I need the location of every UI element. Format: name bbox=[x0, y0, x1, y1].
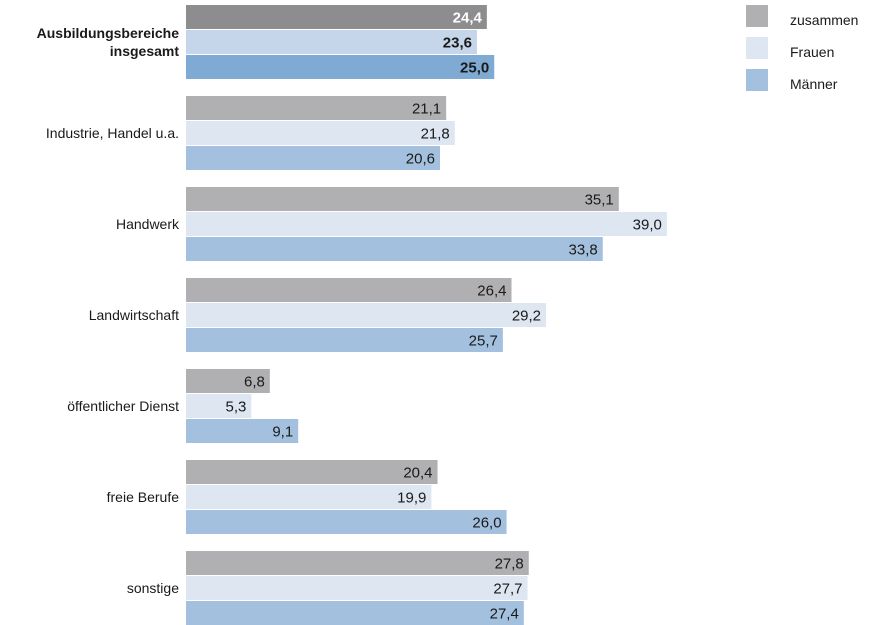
legend-label-maenner: Männer bbox=[790, 76, 838, 92]
bar-landwirtschaft-maenner bbox=[186, 328, 503, 352]
category-label-landwirtschaft: Landwirtschaft bbox=[89, 307, 179, 323]
value-label-oeffentlicher-dienst-maenner: 9,1 bbox=[272, 424, 293, 441]
category-label-ausbildungsbereiche-insgesamt-line-1: Ausbildungsbereiche bbox=[37, 25, 180, 41]
value-label-sonstige-frauen: 27,7 bbox=[493, 581, 522, 598]
value-label-landwirtschaft-maenner: 25,7 bbox=[469, 333, 498, 350]
value-label-freie-berufe-zusammen: 20,4 bbox=[403, 465, 432, 482]
category-labels: Ausbildungsbereiche insgesamt Industrie, H… bbox=[37, 25, 180, 596]
bar-handwerk-zusammen bbox=[186, 187, 619, 211]
bar-ausbildungsbereiche-insgesamt-maenner bbox=[186, 55, 495, 79]
value-label-industrie-handel-u-a-frauen: 21,8 bbox=[421, 126, 450, 143]
value-label-handwerk-frauen: 39,0 bbox=[633, 217, 662, 234]
value-label-landwirtschaft-zusammen: 26,4 bbox=[477, 283, 506, 300]
category-label-oeffentlicher-dienst: öffentlicher Dienst bbox=[67, 398, 179, 414]
bar-oeffentlicher-dienst-zusammen bbox=[186, 369, 270, 393]
bar-landwirtschaft-zusammen bbox=[186, 278, 512, 302]
bar-freie-berufe-frauen bbox=[186, 485, 432, 509]
bar-ausbildungsbereiche-insgesamt-zusammen bbox=[186, 5, 487, 29]
value-label-landwirtschaft-frauen: 29,2 bbox=[512, 308, 541, 325]
value-label-oeffentlicher-dienst-zusammen: 6,8 bbox=[244, 374, 265, 391]
value-label-sonstige-maenner: 27,4 bbox=[490, 606, 519, 623]
legend-label-frauen: Frauen bbox=[790, 44, 834, 60]
value-label-ausbildungsbereiche-insgesamt-maenner: 25,0 bbox=[460, 60, 489, 77]
value-label-freie-berufe-frauen: 19,9 bbox=[397, 490, 426, 507]
value-label-industrie-handel-u-a-zusammen: 21,1 bbox=[412, 101, 441, 118]
value-label-handwerk-zusammen: 35,1 bbox=[585, 192, 614, 209]
category-label-freie-berufe: freie Berufe bbox=[107, 489, 180, 505]
bar-sonstige-zusammen bbox=[186, 551, 529, 575]
value-label-freie-berufe-maenner: 26,0 bbox=[472, 515, 501, 532]
value-label-industrie-handel-u-a-maenner: 20,6 bbox=[406, 151, 435, 168]
bar-industrie-handel-u-a-maenner bbox=[186, 146, 440, 170]
bar-industrie-handel-u-a-frauen bbox=[186, 121, 455, 145]
bar-sonstige-frauen bbox=[186, 576, 528, 600]
bar-freie-berufe-zusammen bbox=[186, 460, 438, 484]
category-label-ausbildungsbereiche-insgesamt-line-2: insgesamt bbox=[110, 43, 180, 59]
category-label-handwerk: Handwerk bbox=[116, 216, 180, 232]
legend-label-zusammen: zusammen bbox=[790, 12, 858, 28]
bar-oeffentlicher-dienst-maenner bbox=[186, 419, 299, 443]
category-label-sonstige: sonstige bbox=[127, 580, 179, 596]
bar-sonstige-maenner bbox=[186, 601, 524, 625]
legend: zusammen Frauen Männer bbox=[746, 5, 858, 92]
bar-ausbildungsbereiche-insgesamt-frauen bbox=[186, 30, 477, 54]
value-label-sonstige-zusammen: 27,8 bbox=[495, 556, 524, 573]
value-label-handwerk-maenner: 33,8 bbox=[569, 242, 598, 259]
bar-industrie-handel-u-a-zusammen bbox=[186, 96, 447, 120]
bar-handwerk-frauen bbox=[186, 212, 667, 236]
legend-swatch-maenner bbox=[746, 69, 768, 91]
bar-handwerk-maenner bbox=[186, 237, 603, 261]
legend-swatch-frauen bbox=[746, 37, 768, 59]
bar-oeffentlicher-dienst-frauen bbox=[186, 394, 252, 418]
legend-swatch-zusammen bbox=[746, 5, 768, 27]
bar-landwirtschaft-frauen bbox=[186, 303, 547, 327]
bars-layer: 24,4 23,6 25,0 21,1 21,8 20,6 35,1 39,0 33,8 26,4… bbox=[186, 5, 667, 625]
value-label-ausbildungsbereiche-insgesamt-zusammen: 24,4 bbox=[453, 10, 483, 27]
value-label-ausbildungsbereiche-insgesamt-frauen: 23,6 bbox=[443, 35, 472, 52]
bar-freie-berufe-maenner bbox=[186, 510, 507, 534]
value-label-oeffentlicher-dienst-frauen: 5,3 bbox=[225, 399, 246, 416]
category-label-industrie-handel-u-a: Industrie, Handel u.a. bbox=[46, 125, 179, 141]
